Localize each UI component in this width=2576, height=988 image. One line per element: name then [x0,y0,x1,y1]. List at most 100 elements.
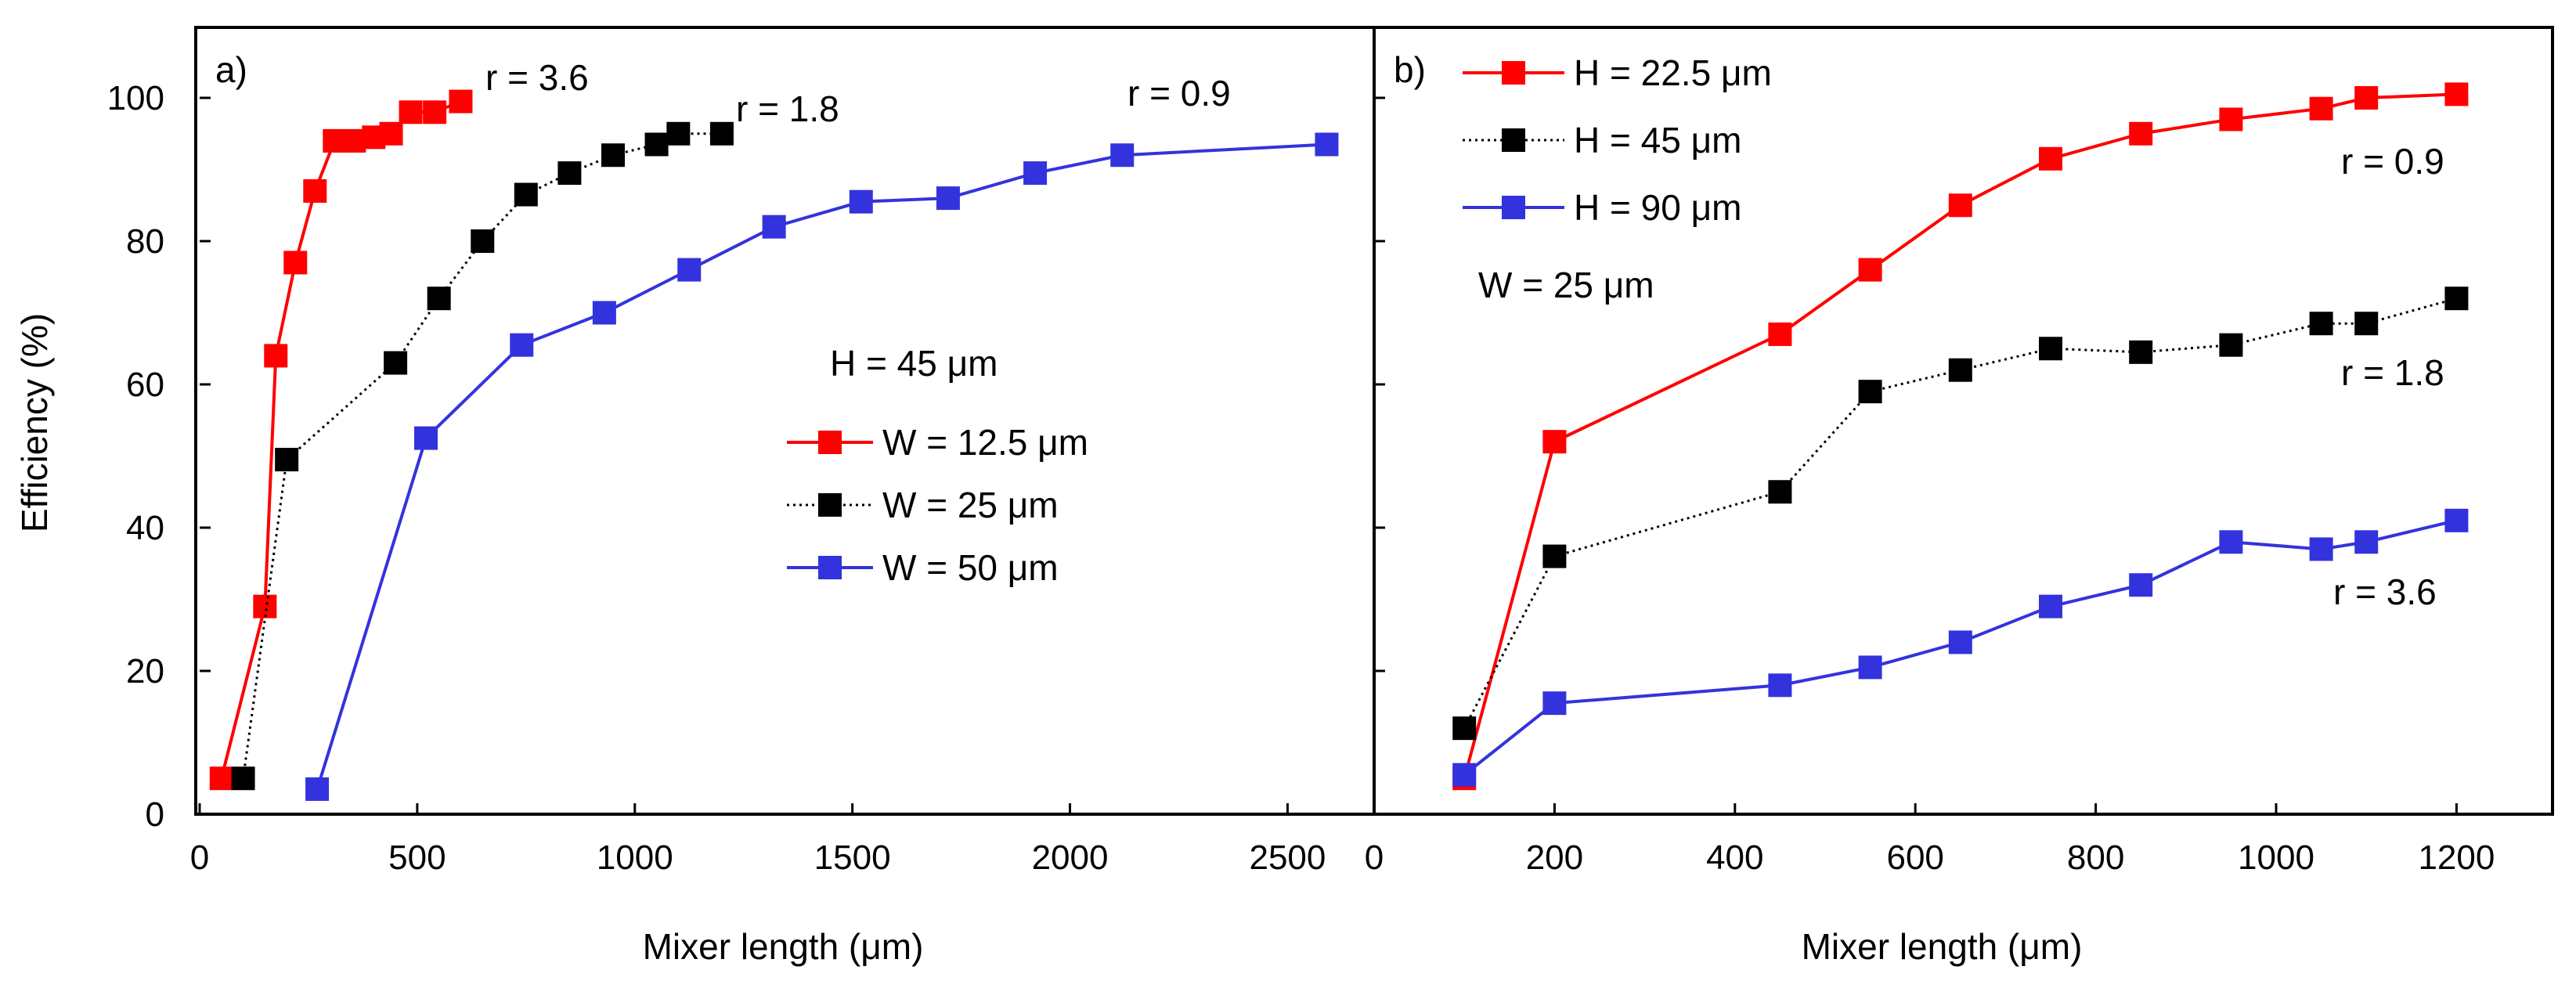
data-point-marker [2129,573,2153,597]
data-point-marker [514,182,538,207]
data-point-marker [283,251,308,275]
data-point-marker [2444,287,2469,311]
data-point-marker [2309,537,2333,561]
x-tick-label: 400 [1706,838,1763,877]
data-point-marker [2219,530,2243,554]
x-tick-label: 1200 [2418,838,2495,877]
data-point-marker [1023,161,1048,186]
panel-a-plot: 0 500 1000 1500 2000 2500 0 20 40 60 80 100 r = 3.6 W… [107,57,1339,877]
series-annotation: r = 0.9 [1127,73,1231,114]
data-point-marker [2354,530,2379,554]
data-point-marker [1452,716,1477,741]
data-point-marker [2039,594,2062,618]
series-annotation: r = 1.8 [736,88,839,129]
x-tick-label: 0 [1365,838,1384,877]
x-tick-label: 1000 [2238,838,2314,877]
data-point-marker [275,448,299,472]
data-point-marker [449,89,473,114]
legend-swatch-marker [1502,196,1525,219]
y-tick-label: 100 [107,79,164,117]
data-point-marker [2039,337,2062,361]
data-point-marker [253,594,277,618]
data-point-marker [2219,107,2243,132]
panel-a-label: a) [215,49,247,90]
data-point-marker [677,258,702,282]
panel-b-legend-title: W = 25 μm [1478,265,1654,305]
y-tick-label: 0 [146,795,164,834]
series-annotation: r = 3.6 [2333,572,2437,612]
data-point-marker [423,100,447,124]
y-axis-label: Efficiency (%) [14,313,55,532]
data-point-marker [323,128,347,153]
data-point-marker [601,143,625,168]
data-point-marker [399,100,423,124]
data-point-marker [2039,146,2062,171]
data-point-marker [384,351,408,375]
y-tick-label: 40 [126,509,164,547]
x-tick-label: 800 [2067,838,2124,877]
data-point-marker [2444,82,2469,106]
data-point-marker [1948,193,1972,218]
data-point-marker [231,766,255,791]
panel-b-x-axis-label: Mixer length (μm) [1802,926,2083,967]
data-point-marker [709,121,734,146]
y-tick-label: 60 [126,366,164,404]
data-point-marker [592,301,616,325]
data-point-marker [2309,96,2333,121]
panel-a-x-axis-label: Mixer length (μm) [643,926,924,967]
legend-entry-label: W = 25 μm [882,485,1059,525]
data-point-marker [1315,132,1339,157]
data-point-marker [379,121,403,146]
series-annotation: r = 1.8 [2341,352,2444,393]
data-point-marker [264,344,288,368]
x-tick-label: 0 [190,838,209,877]
data-point-marker [414,426,438,450]
x-tick-label: 2500 [1249,838,1326,877]
data-point-marker [2129,121,2153,146]
data-point-marker [1948,358,1972,382]
data-point-marker [2444,508,2469,532]
data-point-marker [427,287,451,311]
data-point-marker [2354,312,2379,336]
x-tick-label: 2000 [1032,838,1109,877]
legend-swatch-marker [818,431,842,454]
y-tick-label: 80 [126,222,164,261]
data-point-marker [936,186,960,211]
data-point-marker [1768,480,1792,504]
data-point-marker [1542,544,1567,568]
data-point-marker [1452,763,1477,787]
data-point-marker [510,333,534,357]
data-point-marker [1858,258,1882,282]
data-point-marker [2129,340,2153,364]
legend-entry-label: W = 12.5 μm [882,422,1088,463]
series-annotation: r = 3.6 [485,57,589,98]
data-point-marker [1542,691,1567,716]
data-point-marker [644,132,669,157]
data-point-marker [1858,380,1882,404]
data-point-marker [342,128,366,153]
legend-entry-label: H = 22.5 μm [1574,52,1772,93]
data-point-marker [471,229,495,253]
series-line [316,142,1327,790]
data-point-marker [849,189,873,214]
data-point-marker [666,121,691,146]
panel-b-label: b) [1394,49,1426,90]
panel-a-legend-title: H = 45 μm [830,343,998,384]
legend-entry-label: H = 90 μm [1574,187,1741,228]
legend-swatch-marker [818,556,842,579]
data-point-marker [305,777,330,801]
data-point-marker [1542,430,1567,454]
data-point-marker [2309,312,2333,336]
data-point-marker [1858,655,1882,680]
x-tick-label: 1000 [597,838,673,877]
y-tick-label: 20 [126,652,164,691]
data-point-marker [1768,673,1792,698]
data-point-marker [303,178,327,203]
x-tick-label: 500 [388,838,446,877]
data-point-marker [557,161,582,186]
x-tick-label: 200 [1526,838,1583,877]
data-point-marker [2354,86,2379,110]
series-annotation: r = 0.9 [2341,141,2444,182]
data-point-marker [762,215,786,239]
data-point-marker [209,766,233,791]
